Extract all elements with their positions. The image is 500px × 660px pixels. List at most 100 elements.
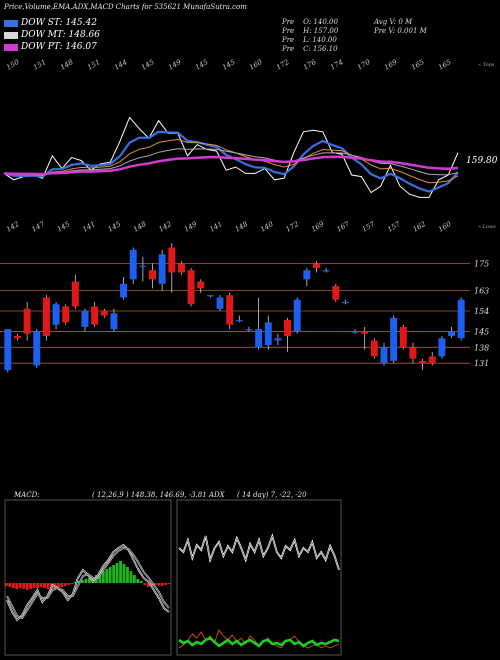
- candle-body: [139, 265, 147, 267]
- macd-histogram-bar: [122, 564, 126, 583]
- candlestick-chart: 175 163 154 145 138 131: [0, 243, 489, 373]
- candle-body: [332, 286, 340, 300]
- macd-histogram-bar: [36, 583, 39, 588]
- candle-body: [71, 281, 79, 307]
- macd-signal-line-core: [6, 547, 170, 619]
- candle-body: [4, 329, 12, 370]
- macd-values: ( 12,26,9 ) 148.38, 146.69, -3.81 ADX: [92, 491, 225, 499]
- candle-body: [264, 322, 272, 346]
- lows-caption: « Lows: [478, 224, 496, 230]
- candle-body: [293, 299, 301, 332]
- macd-histogram-bar: [22, 583, 26, 589]
- macd-histogram-bar: [115, 563, 119, 583]
- price-axis-label: 154: [474, 307, 489, 316]
- macd-histogram-bar: [60, 583, 64, 587]
- macd-histogram-bar: [132, 575, 136, 583]
- candle-body: [168, 247, 176, 273]
- macd-histogram-bar: [143, 583, 147, 585]
- macd-histogram-bar: [18, 583, 22, 588]
- macd-histogram-bar: [153, 583, 157, 585]
- ema-long-line: [3, 148, 459, 176]
- candle-body: [380, 347, 388, 364]
- candle-body: [206, 295, 214, 297]
- candle-body: [448, 331, 456, 336]
- adx-line-core: [178, 535, 340, 571]
- candle-body: [361, 331, 369, 334]
- candle-body: [303, 270, 311, 280]
- macd-histogram-bar: [112, 565, 116, 583]
- candle-body: [197, 281, 205, 289]
- macd-histogram-bar: [8, 583, 12, 587]
- macd-histogram-bar: [167, 583, 171, 584]
- ema-chart: 150 151 148 151 144 145 149 145 145 160 172 176 174 1…: [3, 58, 498, 234]
- price-axis-label: 131: [474, 359, 489, 368]
- macd-histogram-bar: [105, 569, 109, 583]
- macd-histogram-bar: [88, 578, 91, 583]
- price-axis-label: 163: [474, 287, 489, 296]
- adx-plus-di: [178, 636, 340, 648]
- candle-body: [62, 306, 70, 323]
- macd-histogram-bar: [56, 583, 60, 588]
- candle-body: [438, 338, 446, 357]
- macd-histogram-bar: [81, 580, 84, 583]
- candle-body: [226, 295, 234, 325]
- avg-volume: Avg V: 0 M: [374, 18, 413, 26]
- macd-histogram-bar: [139, 581, 143, 583]
- candle-body: [120, 283, 128, 298]
- candle-body: [322, 270, 330, 272]
- macd-histogram-bar: [108, 567, 112, 583]
- price-label: 159.80: [466, 156, 498, 166]
- candle-body: [81, 311, 89, 327]
- candle-body: [341, 301, 349, 304]
- ohlc-low: Pre L: 140.00: [282, 36, 337, 44]
- macd-histogram-bar: [32, 583, 36, 588]
- legend-swatch-st: [4, 19, 18, 27]
- candle-body: [216, 297, 224, 309]
- candle-body: [284, 320, 292, 336]
- macd-histogram-bar: [39, 583, 43, 587]
- macd-histogram-bar: [11, 583, 15, 588]
- macd-histogram-bar: [91, 577, 95, 583]
- candle-body: [129, 249, 137, 280]
- ohlc-close: Pre C: 156.10: [282, 45, 338, 53]
- candle-body: [187, 270, 195, 305]
- macd-histogram-bar: [63, 583, 67, 586]
- macd-histogram-bar: [25, 583, 29, 590]
- candle-body: [390, 317, 398, 361]
- candle-body: [399, 326, 407, 348]
- candle-body: [149, 270, 156, 280]
- macd-histogram-bar: [98, 573, 102, 583]
- adx-box: [176, 499, 342, 656]
- candle-body: [100, 311, 108, 316]
- macd-histogram-bar: [29, 583, 33, 589]
- legend-dow-st: DOW ST: 145.42: [4, 18, 97, 28]
- macd-histogram-bar: [15, 583, 19, 589]
- macd-histogram-bar: [101, 571, 105, 583]
- macd-histogram-bar: [129, 571, 133, 583]
- macd-histogram-bar: [67, 583, 71, 585]
- legend-dow-mt: DOW MT: 148.66: [4, 30, 100, 40]
- macd-histogram-bar: [46, 583, 50, 589]
- macd-histogram-bar: [164, 583, 167, 585]
- macd-histogram-bar: [150, 583, 154, 586]
- candle-body: [23, 308, 31, 334]
- macd-box: [4, 499, 172, 656]
- candle-body: [419, 360, 427, 364]
- macd-histogram-bar: [126, 567, 129, 583]
- legend-dow-pt: DOW PT: 146.07: [4, 42, 97, 52]
- price-axis-label: 145: [474, 327, 489, 336]
- chart-title: Price,Volume,EMA,ADX,MACD Charts for 535…: [4, 3, 247, 11]
- candle-body: [274, 338, 282, 341]
- candle-body: [158, 254, 166, 284]
- macd-histogram-bar: [136, 579, 140, 583]
- tops-caption: « Tops: [478, 62, 495, 68]
- candle-body: [42, 297, 50, 336]
- candle-body: [110, 313, 118, 330]
- pre-volume: Pre V: 0.001 M: [374, 27, 427, 35]
- candle-body: [370, 340, 378, 357]
- ema-trend-line: [3, 155, 459, 176]
- price-line: [3, 116, 459, 198]
- candle-body: [177, 263, 185, 273]
- adx-values: ( 14 day) 7, -22, -20: [237, 491, 307, 499]
